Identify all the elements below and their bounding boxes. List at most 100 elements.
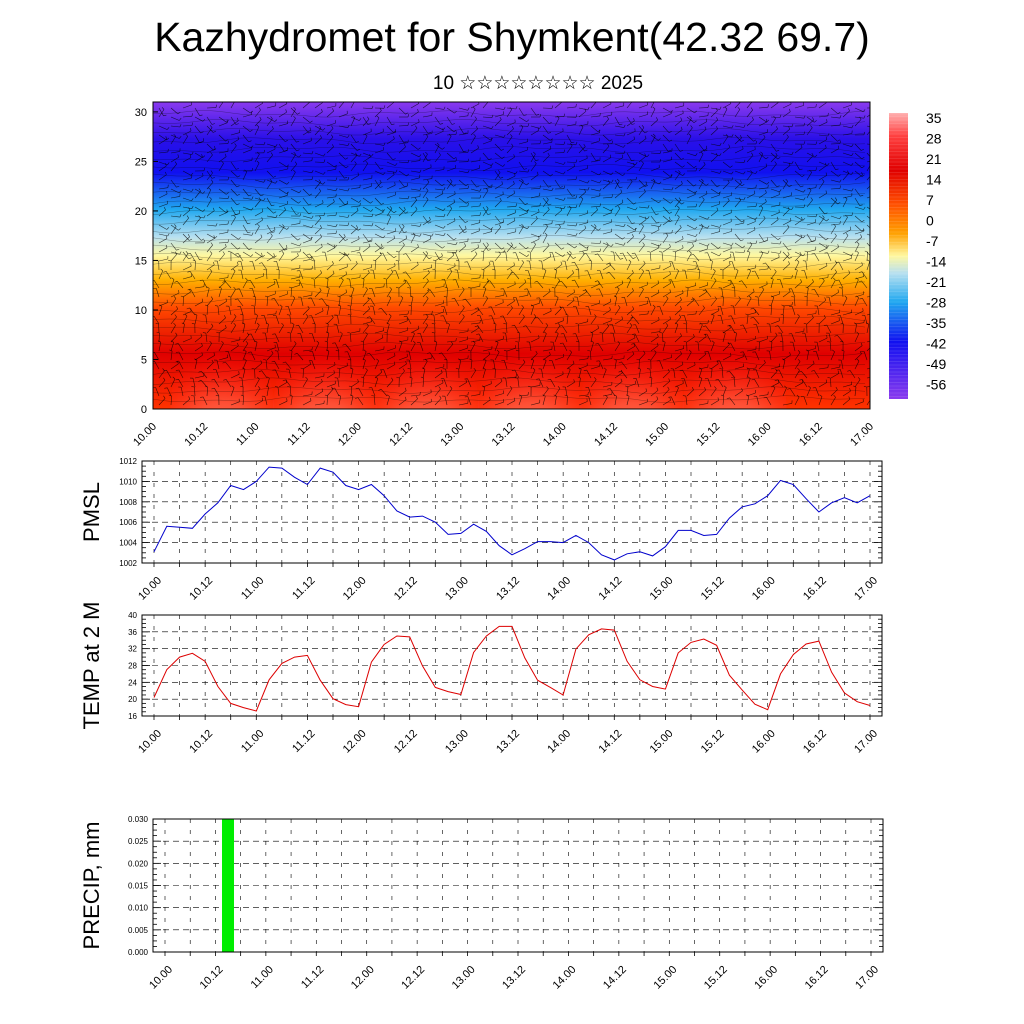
wind-barb-feather (610, 208, 614, 212)
wind-barb-feather (443, 213, 446, 217)
wind-barb (398, 399, 407, 406)
wind-barb-feather (347, 314, 351, 316)
wind-barb-feather (675, 322, 679, 325)
wind-barb-feather (871, 171, 873, 174)
wind-barb-feather (753, 139, 757, 142)
wind-barb (746, 149, 756, 154)
wind-barb-feather (274, 280, 276, 284)
wind-barb-feather (251, 207, 254, 211)
wind-barb (662, 371, 670, 379)
wind-barb (674, 105, 684, 109)
wind-barb-feather (682, 395, 686, 397)
wind-barb (326, 389, 334, 397)
wind-barb (614, 170, 623, 176)
wind-barb-feather (163, 395, 166, 399)
wind-barb-feather (309, 120, 313, 123)
wind-barb-feather (780, 313, 784, 316)
wind-barb-feather (711, 313, 715, 316)
wind-barb (746, 242, 757, 244)
wind-barb (470, 360, 473, 370)
wind-barb (410, 394, 420, 397)
wind-barb-feather (791, 151, 794, 155)
wind-barb (205, 315, 208, 325)
wind-barb-feather (166, 227, 170, 230)
heatmap-ytick-label: 25 (135, 156, 147, 168)
wind-barb-feather (214, 145, 216, 150)
wind-barb (194, 354, 203, 361)
wind-barb (854, 143, 862, 151)
wind-barb (746, 270, 752, 280)
wind-barb-feather (425, 314, 429, 317)
wind-barb (482, 125, 492, 129)
wind-barb-feather (163, 207, 166, 211)
wind-barb-feather (189, 238, 193, 241)
wind-barb-feather (699, 322, 703, 325)
wind-barb-feather (659, 159, 662, 163)
wind-barb (578, 126, 584, 136)
wind-barb (350, 263, 358, 271)
wind-barb (566, 395, 568, 406)
wind-barb (242, 160, 252, 163)
wind-barb (434, 144, 440, 154)
wind-barb (854, 264, 863, 271)
temp-xtick-label: 10.00 (136, 728, 164, 756)
wind-barb (626, 181, 633, 190)
wind-barb (602, 394, 612, 397)
wind-barb-feather (740, 351, 744, 353)
wind-barb (828, 333, 832, 343)
wind-barb (863, 351, 868, 361)
wind-barb (326, 317, 334, 325)
wind-barb (552, 252, 556, 262)
wind-barb-feather (483, 286, 487, 289)
wind-barb (312, 351, 316, 361)
wind-barb-feather (605, 394, 608, 398)
wind-barb-feather (750, 316, 754, 319)
wind-barb (830, 235, 837, 244)
temperature-contour (153, 190, 866, 198)
wind-barb-feather (765, 190, 767, 193)
wind-barb-feather (775, 325, 779, 327)
wind-barb (710, 110, 718, 118)
heatmap-ytick-label: 30 (135, 107, 147, 119)
wind-barb (458, 339, 468, 343)
wind-barb-feather (632, 351, 635, 355)
wind-barb-feather (704, 387, 706, 391)
wind-barb-feather (667, 368, 670, 372)
colorbar-label: -35 (926, 315, 946, 331)
wind-barb-feather (628, 277, 631, 281)
wind-barb-feather (617, 206, 621, 209)
wind-barb-feather (455, 241, 458, 245)
wind-barb (182, 265, 192, 271)
wind-barb (806, 106, 816, 109)
wind-barb-feather (538, 335, 540, 339)
wind-barb (446, 116, 453, 125)
heatmap-ytick-label: 10 (135, 305, 147, 317)
wind-barb-feather (479, 203, 481, 207)
wind-barb (698, 389, 706, 397)
wind-barb (261, 262, 268, 271)
wind-barb-feather (777, 157, 781, 160)
wind-barb-feather (712, 268, 716, 272)
wind-barb-feather (815, 141, 818, 145)
wind-barb (854, 206, 864, 210)
wind-barb (250, 280, 256, 289)
wind-barb (182, 152, 192, 155)
wind-barb (649, 369, 652, 379)
wind-barb-feather (321, 108, 323, 112)
wind-barb-feather (524, 279, 527, 283)
wind-barb (254, 154, 260, 163)
wind-barb (370, 298, 376, 307)
wind-barb (266, 206, 274, 214)
wind-barb-feather (175, 343, 179, 345)
wind-barb (218, 212, 228, 217)
wind-barb (398, 390, 407, 397)
wind-barb (314, 246, 323, 253)
wind-barb-feather (551, 187, 554, 191)
wind-barb-feather (296, 140, 300, 143)
wind-barb (454, 298, 460, 307)
wind-barb (182, 311, 192, 316)
heatmap-xtick-label: 10.00 (131, 421, 159, 449)
wind-barb-feather (722, 331, 726, 334)
wind-barb (158, 134, 167, 141)
wind-barb (674, 247, 684, 253)
